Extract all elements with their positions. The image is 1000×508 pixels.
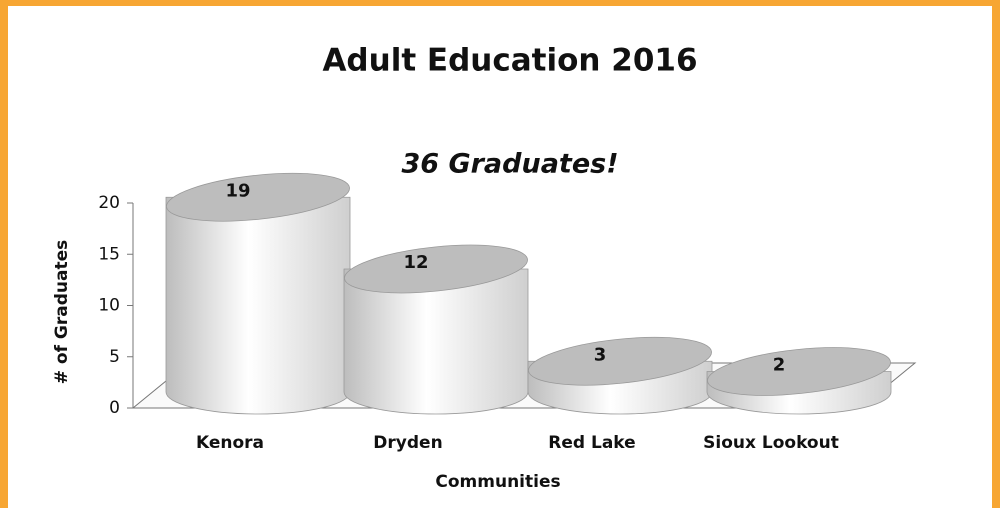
x-axis-label: Communities (435, 472, 560, 492)
x-tick-label: Kenora (196, 433, 264, 453)
cylinder-body (165, 196, 351, 415)
cylinder-top (166, 172, 350, 222)
y-tick-label: 5 (109, 347, 120, 367)
cylinder-top (707, 347, 891, 396)
cylinder-top (528, 336, 712, 386)
cylinder-body (343, 268, 529, 415)
x-tick-label: Red Lake (548, 433, 635, 453)
data-label: 2 (773, 355, 786, 376)
data-label: 12 (403, 252, 428, 273)
y-tick-label: 15 (98, 244, 120, 264)
cylinder-top (344, 244, 528, 294)
y-tick-label: 20 (98, 193, 120, 213)
y-tick-label: 0 (109, 398, 120, 418)
data-label: 19 (225, 180, 250, 201)
x-tick-label: Dryden (373, 433, 442, 453)
annotation: 36 Graduates! (401, 149, 618, 180)
x-tick-label: Sioux Lookout (703, 433, 839, 453)
y-tick-label: 10 (98, 296, 120, 316)
data-label: 3 (594, 344, 607, 365)
y-axis-label: # of Graduates (52, 240, 72, 384)
chart-title: Adult Education 2016 (322, 43, 697, 79)
